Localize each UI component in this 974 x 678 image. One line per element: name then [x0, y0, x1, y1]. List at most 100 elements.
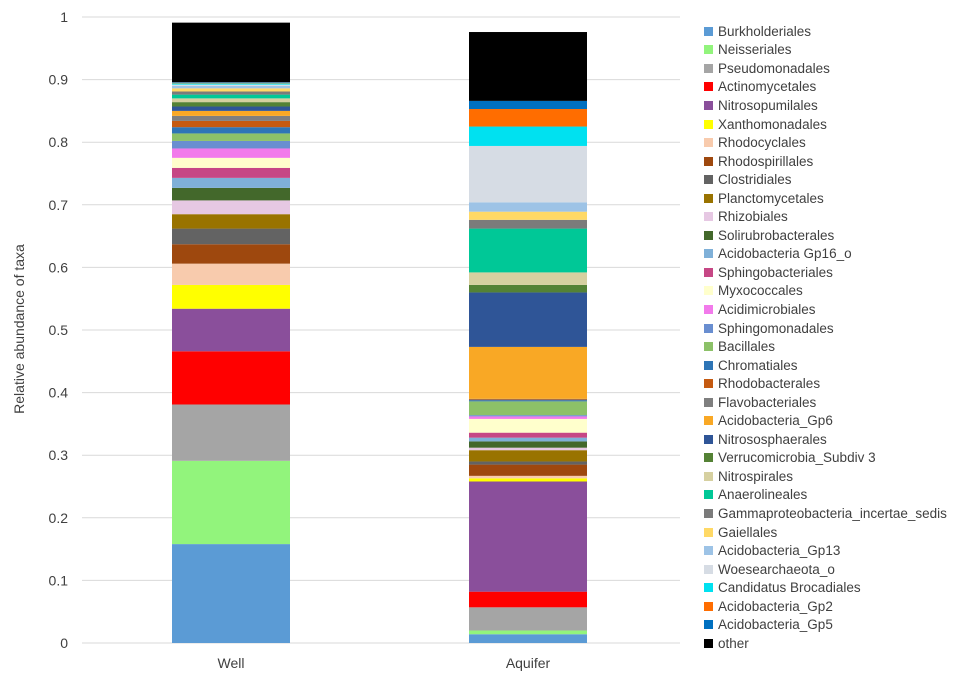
y-tick-label: 0	[60, 635, 68, 651]
legend-label: Rhodospirillales	[718, 153, 814, 169]
legend-swatch	[704, 63, 713, 73]
legend-item: Verrucomicrobia_Subdiv 3	[704, 449, 947, 468]
legend-item: other	[704, 634, 947, 653]
legend-swatch	[704, 546, 713, 556]
legend-swatch	[704, 286, 713, 296]
bar-segment	[469, 401, 587, 416]
legend-swatch	[704, 638, 713, 648]
bar-segment	[172, 82, 290, 84]
bar-segment	[469, 441, 587, 448]
bar-segment	[172, 244, 290, 264]
legend-label: Gaiellales	[718, 524, 778, 540]
legend-label: Nitrososphaerales	[718, 431, 827, 447]
legend-swatch	[704, 100, 713, 110]
legend-swatch	[704, 434, 713, 444]
bar-segment	[172, 133, 290, 141]
bar-segment	[172, 82, 290, 83]
bar-segment	[469, 415, 587, 417]
legend-item: Myxococcales	[704, 282, 947, 301]
bar-segment	[469, 432, 587, 438]
legend-swatch	[704, 416, 713, 426]
bar-segment	[469, 126, 587, 146]
legend-swatch	[704, 490, 713, 500]
legend-label: Woesearchaeota_o	[718, 561, 835, 577]
legend-label: Sphingomonadales	[718, 320, 834, 336]
legend-item: Pseudomonadales	[704, 59, 947, 78]
legend-label: Candidatus Brocadiales	[718, 580, 861, 596]
bar-segment	[469, 272, 587, 285]
y-tick-labels: 0 0.1 0.2 0.3 0.4 0.5 0.6 0.7 0.8 0.9 1	[49, 9, 69, 651]
legend-swatch	[704, 267, 713, 277]
legend-item: Chromatiales	[704, 356, 947, 375]
bar-segment	[172, 83, 290, 85]
x-tick-label: Well	[218, 655, 245, 671]
bar-segment	[469, 400, 587, 402]
legend-item: Actinomycetales	[704, 78, 947, 97]
legend-item: Clostridiales	[704, 170, 947, 189]
legend-item: Neisseriales	[704, 41, 947, 60]
legend-item: Rhodocyclales	[704, 133, 947, 152]
bar-segment	[172, 120, 290, 128]
bar-segment	[172, 351, 290, 405]
legend-swatch	[704, 601, 713, 611]
y-tick-label: 0.5	[49, 322, 69, 338]
legend-swatch	[704, 26, 713, 36]
legend-label: Planctomycetales	[718, 190, 824, 206]
legend: Burkholderiales Neisseriales Pseudomonadal…	[704, 22, 947, 653]
legend-swatch	[704, 620, 713, 630]
legend-swatch	[704, 175, 713, 185]
legend-label: Xanthomonadales	[718, 116, 827, 132]
legend-label: Flavobacteriales	[718, 394, 817, 410]
legend-swatch	[704, 471, 713, 481]
legend-swatch	[704, 212, 713, 222]
legend-label: Sphingobacteriales	[718, 264, 833, 280]
legend-swatch	[704, 304, 713, 314]
legend-label: Burkholderiales	[718, 23, 812, 39]
legend-label: Solirubrobacterales	[718, 227, 835, 243]
bar-segment	[469, 418, 587, 433]
legend-item: Burkholderiales	[704, 22, 947, 41]
bar-segment	[172, 308, 290, 352]
bar-segment	[172, 127, 290, 134]
bar-segment	[469, 450, 587, 462]
legend-item: Xanthomonadales	[704, 115, 947, 134]
legend-item: Sphingobacteriales	[704, 263, 947, 282]
bar-segment	[172, 284, 290, 309]
bar-segment	[469, 416, 587, 419]
bar-segment	[172, 167, 290, 178]
legend-item: Planctomycetales	[704, 189, 947, 208]
legend-item: Gaiellales	[704, 523, 947, 542]
legend-label: Anaerolineales	[718, 487, 808, 503]
bar-segment	[469, 284, 587, 293]
x-tick-label: Aquifer	[506, 655, 551, 671]
bar-segment	[172, 22, 290, 83]
bar-segment	[172, 91, 290, 95]
bar-segment	[469, 109, 587, 127]
legend-label: Acidobacteria_Gp6	[718, 413, 833, 429]
legend-label: Chromatiales	[718, 357, 798, 373]
legend-item: Acidobacteria_Gp5	[704, 616, 947, 635]
legend-swatch	[704, 508, 713, 518]
bar-segment	[469, 447, 587, 451]
y-tick-label: 0.3	[49, 447, 69, 463]
bar-segment	[172, 544, 290, 643]
legend-swatch	[704, 156, 713, 166]
bar-segment	[469, 475, 587, 479]
legend-label: Rhizobiales	[718, 209, 788, 225]
legend-label: Rhodocyclales	[718, 135, 806, 151]
bar-segment	[172, 140, 290, 149]
x-tick-labels: Well Aquifer	[218, 655, 551, 671]
legend-item: Flavobacteriales	[704, 393, 947, 412]
legend-label: Verrucomicrobia_Subdiv 3	[718, 450, 876, 466]
bar-segment	[469, 481, 587, 592]
bar-segment	[469, 478, 587, 482]
bar-segment	[469, 202, 587, 212]
bar-segment	[469, 100, 587, 110]
legend-item: Bacillales	[704, 337, 947, 356]
legend-item: Sphingomonadales	[704, 319, 947, 338]
legend-label: Rhodobacterales	[718, 376, 821, 392]
legend-item: Anaerolineales	[704, 486, 947, 505]
bar-segment	[172, 85, 290, 89]
legend-item: Candidatus Brocadiales	[704, 578, 947, 597]
